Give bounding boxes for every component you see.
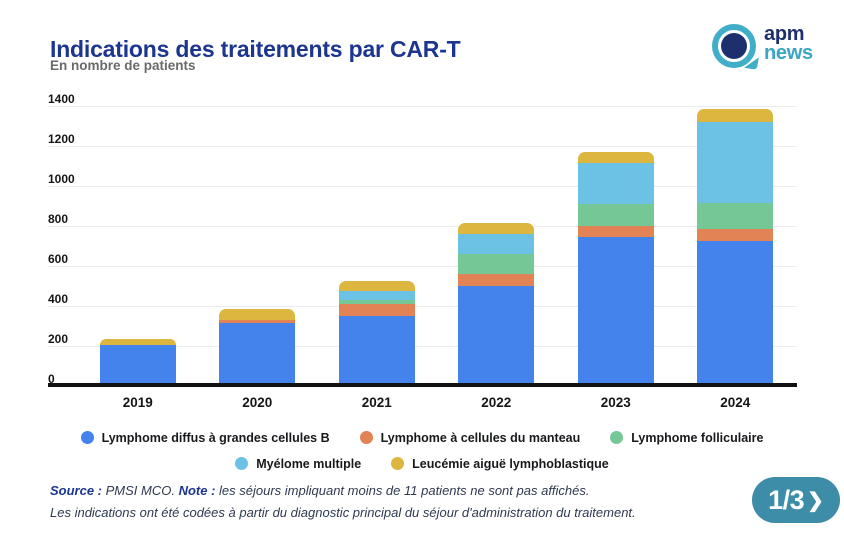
footer-line2: Les indications ont été codées à partir … <box>50 505 636 520</box>
x-axis-tick-label: 2019 <box>122 395 153 410</box>
legend-label: Lymphome diffus à grandes cellules B <box>101 430 330 445</box>
legend-label: Myélome multiple <box>256 456 362 471</box>
bar-segment[interactable] <box>338 291 415 300</box>
footer-text: les séjours impliquant moins de 11 patie… <box>219 483 590 498</box>
bar-segment[interactable] <box>458 223 535 234</box>
bar-segment[interactable] <box>458 254 535 274</box>
legend-label: Lymphome folliculaire <box>631 430 764 445</box>
bar-segment[interactable] <box>219 320 296 323</box>
y-axis-tick-label: 0 <box>48 372 55 386</box>
legend-label: Lymphome à cellules du manteau <box>380 430 581 445</box>
logo-core <box>721 33 747 59</box>
gridline <box>48 346 797 347</box>
legend-dot-icon <box>359 431 373 444</box>
plot-area: 0 200 400 600 800 1000 1200 1400 2019 2020 2021 202… <box>48 92 797 410</box>
logo-text-news: news <box>764 42 813 64</box>
apmnews-logo[interactable]: apm news <box>712 24 813 68</box>
y-axis-tick-label: 800 <box>48 212 69 226</box>
logo-text-apm: apm <box>764 23 805 45</box>
gridline <box>48 106 797 107</box>
bar-segment[interactable] <box>697 229 774 241</box>
x-axis-line <box>48 383 797 387</box>
legend-item[interactable]: Leucémie aiguë lymphoblastique <box>391 457 609 471</box>
bar-segment[interactable] <box>338 316 415 386</box>
x-axis-tick-label: 2024 <box>720 395 751 410</box>
legend-item[interactable]: Myélome multiple <box>235 457 361 471</box>
bar-segment[interactable] <box>697 241 774 386</box>
bar-segment[interactable] <box>338 281 415 291</box>
bar-segment[interactable] <box>577 237 654 386</box>
legend-item[interactable]: Lymphome folliculaire <box>610 431 763 445</box>
footer-label: Source : <box>50 483 106 498</box>
bar-segment[interactable] <box>338 300 415 304</box>
bar-segment[interactable] <box>697 109 774 122</box>
gridline <box>48 306 797 307</box>
gridline <box>48 226 797 227</box>
legend-dot-icon <box>80 431 94 444</box>
y-axis-tick-label: 1400 <box>48 92 75 106</box>
legend-dot-icon <box>235 457 249 470</box>
bar-segment[interactable] <box>458 286 535 386</box>
y-axis-tick-label: 600 <box>48 252 69 266</box>
bar-segment[interactable] <box>697 203 774 229</box>
footer-label: Note : <box>178 483 220 498</box>
legend-item[interactable]: Lymphome diffus à grandes cellules B <box>80 430 330 445</box>
x-axis-tick-label: 2022 <box>481 395 512 410</box>
bar-segment[interactable] <box>458 274 535 286</box>
legend-dot-icon <box>391 457 405 470</box>
footer-text: PMSI MCO. <box>105 483 179 498</box>
legend-label: Leucémie aiguë lymphoblastique <box>412 456 609 471</box>
y-axis-tick-label: 1200 <box>48 132 75 146</box>
bar-segment[interactable] <box>697 122 774 203</box>
bar-segment[interactable] <box>338 304 415 316</box>
legend-item[interactable]: Lymphome à cellules du manteau <box>359 430 581 445</box>
x-axis-tick-label: 2023 <box>600 395 631 410</box>
x-axis-tick-label: 2021 <box>361 395 392 410</box>
pager-badge[interactable]: 1/3 ❯ <box>752 477 840 523</box>
bar-segment[interactable] <box>99 345 176 386</box>
footer-line1: Source : PMSI MCO. Note : les séjours im… <box>50 483 590 498</box>
bar-segment[interactable] <box>219 323 296 386</box>
bar-segment[interactable] <box>577 226 654 237</box>
pager-label: 1/3 <box>768 484 805 515</box>
bar-segment[interactable] <box>99 339 176 345</box>
logo-text: apm news <box>764 23 813 64</box>
gridline <box>48 266 797 267</box>
legend-row-1: Lymphome diffus à grandes cellules B Lymp… <box>0 429 844 446</box>
chart-subtitle: En nombre de patients <box>50 58 196 73</box>
y-axis-tick-label: 1000 <box>48 172 75 186</box>
gridline <box>48 186 797 187</box>
legend-dot-icon <box>610 431 624 444</box>
bar-segment[interactable] <box>577 163 654 204</box>
bar-segment[interactable] <box>577 152 654 163</box>
chevron-right-icon: ❯ <box>807 490 824 512</box>
bar-segment[interactable] <box>458 234 535 254</box>
bar-segment[interactable] <box>219 309 296 320</box>
x-axis-tick-label: 2020 <box>242 395 273 410</box>
bar-segment[interactable] <box>577 204 654 226</box>
y-axis-tick-label: 200 <box>48 332 69 346</box>
apmnews-logo-icon <box>712 24 756 68</box>
gridline <box>48 146 797 147</box>
page-title: Indications des traitements par CAR-T <box>50 36 461 63</box>
y-axis-tick-label: 400 <box>48 292 69 306</box>
legend-row-2: Myélome multiple Leucémie aiguë lymphobla… <box>0 455 844 472</box>
